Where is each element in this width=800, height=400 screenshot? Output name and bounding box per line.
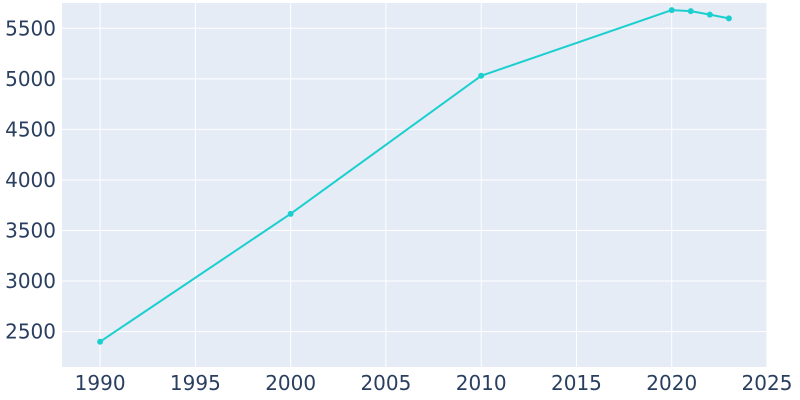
y-gridlines <box>62 27 767 333</box>
x-tick-label-2010: 2010 <box>456 371 507 395</box>
data-point-2020 <box>668 7 675 14</box>
x-tick-label-1995: 1995 <box>170 371 221 395</box>
data-point-2023 <box>725 15 732 22</box>
series-layer <box>97 7 732 345</box>
y-tick-label-4500: 4500 <box>5 117 56 141</box>
x-tick-label-2005: 2005 <box>360 371 411 395</box>
x-tick-label-2000: 2000 <box>265 371 316 395</box>
data-point-2010 <box>478 72 485 79</box>
x-tick-label-2025: 2025 <box>742 371 793 395</box>
data-point-2021 <box>687 8 694 15</box>
y-tick-label-4000: 4000 <box>5 168 56 192</box>
y-tick-label-5000: 5000 <box>5 67 56 91</box>
x-axis-tick-labels: 1990 1995 2000 2005 2010 2015 2020 2025 <box>75 371 793 395</box>
x-tick-label-1990: 1990 <box>75 371 126 395</box>
x-tick-label-2020: 2020 <box>646 371 697 395</box>
data-point-2022 <box>706 11 713 18</box>
plot-area-background <box>62 3 767 367</box>
x-tick-label-2015: 2015 <box>551 371 602 395</box>
y-axis-tick-labels: 2500 3000 3500 4000 4500 5000 5500 <box>5 16 56 343</box>
y-tick-label-3500: 3500 <box>5 219 56 243</box>
y-tick-label-5500: 5500 <box>5 16 56 40</box>
x-gridlines <box>99 3 768 367</box>
y-tick-label-3000: 3000 <box>5 269 56 293</box>
data-point-1990 <box>97 338 104 345</box>
y-tick-label-2500: 2500 <box>5 320 56 344</box>
data-point-2000 <box>287 210 294 217</box>
